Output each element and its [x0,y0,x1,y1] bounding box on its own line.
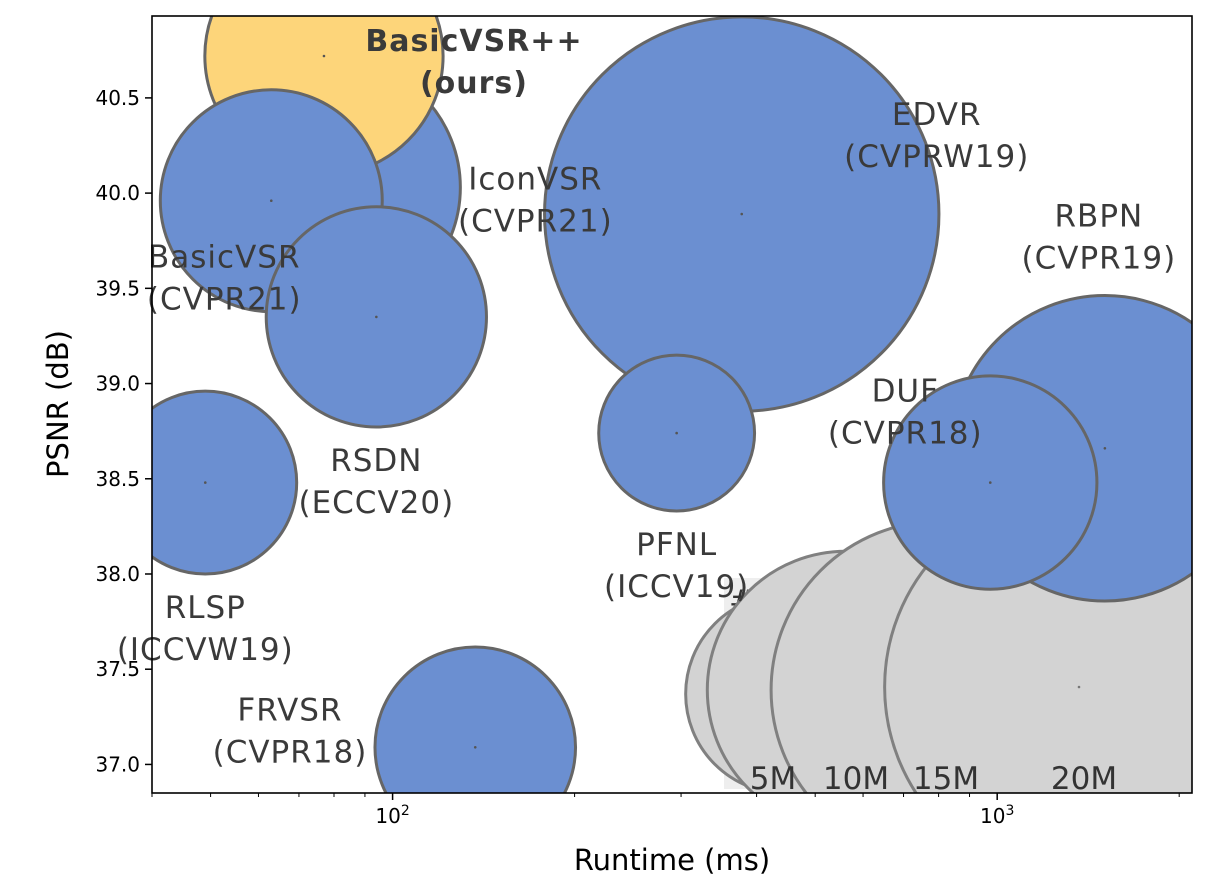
label-basicvsrpp-venue: (ours) [420,66,528,101]
label-rsdn-name: RSDN [330,443,422,479]
y-tick-label: 38.0 [95,562,140,586]
legend-label: 10M [823,761,889,797]
y-tick-label: 39.0 [95,372,140,396]
x-axis-label: Runtime (ms) [574,843,770,877]
x-tick-label: 102 [375,803,409,828]
y-tick-label: 37.5 [95,657,140,681]
bubble-label-layer: 5M 10M 15M 20M BasicVSR++ (ours) IconVSR (CVPR2… [117,24,1177,797]
y-tick-label: 38.5 [95,467,140,491]
label-duf-name: DUF [872,374,939,410]
bubble-center [473,745,477,749]
y-tick-label: 39.5 [95,276,140,300]
label-rbpn-venue: (CVPR19) [1022,241,1177,277]
bubble-layer [152,16,1192,793]
bubble-center [675,431,678,435]
y-tick-label: 40.0 [95,181,140,205]
label-duf-venue: (CVPR18) [828,416,983,452]
bubble-center [269,199,273,203]
bubble-frvsr [373,645,578,793]
bubble-center [322,54,326,58]
label-pfnl-venue: (ICCV19) [604,569,749,605]
label-edvr-name: EDVR [892,97,982,133]
bubble-center [988,481,992,484]
label-basicvsr-venue: (CVPR21) [147,282,302,318]
label-pfnl-name: PFNL [636,527,717,563]
y-tick-label: 40.5 [95,86,140,110]
label-basicvsr-name: BasicVSR [148,240,301,276]
plot-frame [151,15,1193,794]
label-rsdn-venue: (ECCV20) [298,485,454,521]
legend-bubble-center [1077,685,1081,689]
label-rbpn-name: RBPN [1055,199,1144,235]
label-iconvsr-name: IconVSR [468,161,602,197]
x-tick-label: 103 [980,803,1014,828]
y-tick-label: 37.0 [95,752,140,776]
label-frvsr-name: FRVSR [237,692,342,728]
label-rlsp-name: RLSP [165,590,246,626]
y-axis: 37.0 37.5 38.0 38.5 39.0 39.5 40.0 40.5 [95,86,152,776]
label-edvr-venue: (CVPRW19) [844,139,1029,175]
x-axis: 102 103 [151,793,1180,828]
y-axis-label: PSNR (dB) [41,330,75,478]
bubble-center [375,315,378,319]
legend-label: 20M [1051,761,1117,797]
label-iconvsr-venue: (CVPR21) [458,203,613,239]
bubble-center [740,212,744,216]
bubble-center [1103,447,1107,450]
bubble-center [203,481,207,484]
legend-label: 5M [750,761,796,797]
label-frvsr-venue: (CVPR18) [213,734,368,770]
label-basicvsrpp-name: BasicVSR++ [365,24,582,59]
label-rlsp-venue: (ICCVW19) [117,632,294,668]
bubble-rlsp [152,389,299,576]
legend-label: 15M [913,761,979,797]
